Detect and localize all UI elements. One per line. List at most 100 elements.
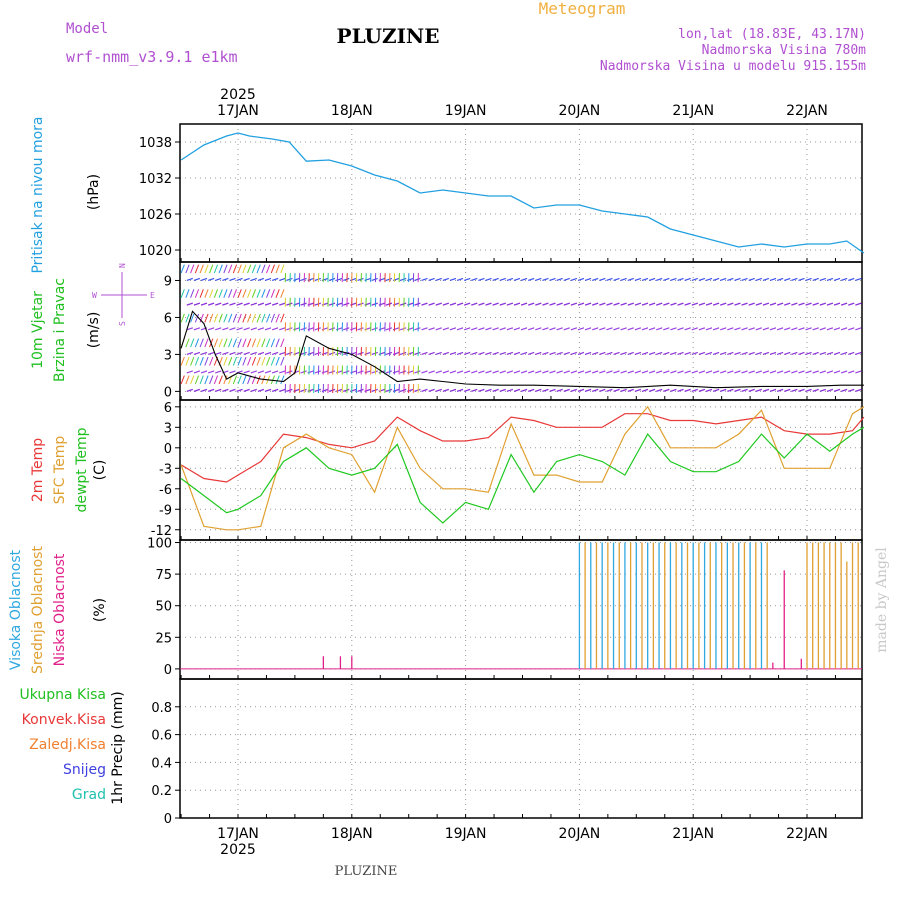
wind-barb: [209, 356, 214, 366]
bottom-day-label: 20JAN: [559, 826, 601, 842]
wind-barb: [385, 277, 393, 282]
altitude-text: Nadmorska Visina 780m: [702, 43, 867, 58]
wind-barb: [599, 351, 606, 355]
wind-barb: [471, 277, 478, 282]
wind-barb: [812, 327, 819, 331]
cloud-label-3: Niska Oblacnost: [52, 553, 68, 666]
wind-barb: [213, 289, 219, 298]
wind-barb: [805, 277, 812, 282]
wind-barb: [826, 388, 834, 392]
wind-barb: [421, 302, 428, 306]
wind-barb: [243, 302, 250, 306]
wind-barb: [279, 277, 286, 282]
wind-barb: [613, 370, 620, 374]
wind-barb: [314, 277, 322, 282]
wind-barb: [720, 388, 727, 392]
y-tick-label: 75: [155, 568, 172, 583]
wind-barb: [343, 302, 350, 306]
wind-barb: [634, 388, 642, 392]
wind-barb: [670, 302, 677, 306]
wind-barb: [776, 370, 784, 374]
wind-barb: [232, 338, 238, 348]
wind-barb: [513, 388, 521, 392]
temp-panel: 6 3 0 -3 -6 -9 -12: [151, 399, 865, 541]
wind-barb: [314, 351, 322, 355]
wind-barb: [606, 327, 613, 331]
wind-barb: [228, 264, 233, 274]
wind-barb: [570, 370, 578, 374]
wind-barb: [442, 327, 450, 331]
wind-barb: [784, 327, 791, 331]
wind-barb: [485, 351, 492, 355]
wind-barb: [266, 313, 271, 323]
wind-barb: [520, 277, 528, 282]
wind-barb: [343, 277, 350, 282]
wind-barb: [222, 277, 229, 282]
wind-barb: [691, 351, 698, 355]
wind-barb: [506, 370, 514, 374]
wind-barb: [485, 277, 492, 282]
wind-barb: [620, 370, 627, 374]
wind-barb: [261, 264, 266, 274]
wind-barb: [762, 277, 770, 282]
wind-barb: [218, 313, 223, 323]
wind-barb: [634, 302, 642, 306]
station-title: PLUZINE: [337, 24, 440, 48]
wind-barb: [194, 338, 200, 348]
wind-barb: [300, 327, 307, 331]
watermark: made by Angel: [874, 547, 890, 653]
wind-barb: [528, 351, 535, 355]
wind-barb: [762, 351, 770, 355]
wind-barb: [826, 327, 834, 331]
wind-barb: [280, 289, 285, 298]
wind-barb: [275, 313, 280, 323]
wind-barb: [670, 388, 677, 392]
wind-barb: [705, 351, 713, 355]
wind-barb: [280, 375, 285, 385]
wind-barb: [261, 289, 266, 298]
wind-barb: [185, 338, 190, 348]
wind-barb: [242, 356, 247, 366]
top-day-label: 21JAN: [672, 103, 714, 119]
cloud-unit: (%): [92, 598, 108, 622]
wind-barb: [549, 302, 556, 306]
wind-barb: [677, 277, 684, 282]
wind-barb: [855, 327, 862, 331]
wind-barb: [712, 388, 720, 392]
wind-barb: [627, 370, 634, 374]
wind-barb: [520, 370, 528, 374]
wind-barb: [641, 327, 649, 331]
wind-barb: [247, 264, 252, 274]
wind-barb: [243, 327, 250, 331]
wind-barb: [204, 356, 209, 366]
wind-barb: [186, 351, 193, 355]
wind-barb: [563, 302, 570, 306]
wind-barb: [271, 302, 279, 306]
wind-barb: [549, 388, 556, 392]
wind-barb: [237, 356, 242, 366]
wind-barb: [634, 351, 642, 355]
wind-barb: [528, 327, 535, 331]
bottom-year-label: 2025: [220, 842, 256, 858]
wind-barb: [556, 388, 563, 392]
wind-barb: [449, 327, 457, 331]
wind-barb: [193, 370, 201, 374]
precip-panel: 0.8 0.6 0.4 0.2 0: [151, 678, 863, 827]
wind-barb: [463, 277, 471, 282]
wind-barb: [684, 327, 691, 331]
wind-barb: [592, 327, 599, 331]
wind-barb: [256, 338, 261, 348]
wind-barb: [357, 351, 364, 355]
wind-barb: [270, 289, 275, 298]
wind-barb: [471, 302, 478, 306]
precip-unit: 1hr Precip (mm): [110, 691, 126, 804]
bottom-day-label: 18JAN: [331, 826, 373, 842]
wind-barb: [199, 356, 204, 366]
t2m-line: [180, 413, 865, 483]
wind-barb: [784, 388, 791, 392]
wind-barb: [279, 388, 286, 392]
precip-legend: Ukupna Kisa Konvek.Kisa Zaledj.Kisa Snijeg G…: [19, 687, 106, 803]
wind-barb: [328, 370, 336, 374]
wind-barb: [300, 351, 307, 355]
wind-barb: [784, 351, 791, 355]
